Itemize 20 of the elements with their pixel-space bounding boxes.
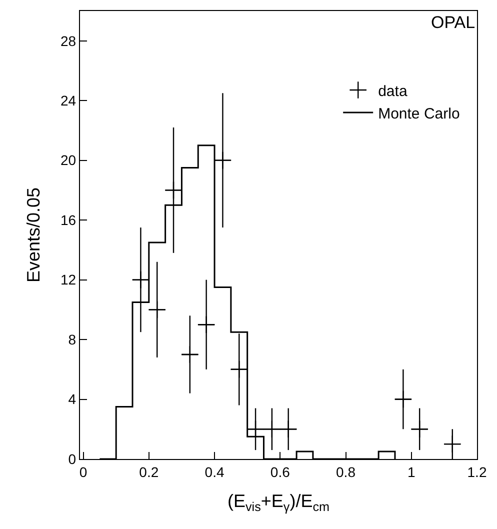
x-tick-label: 0 bbox=[79, 464, 88, 480]
y-tick-label: 0 bbox=[68, 450, 76, 467]
y-tick-label: 24 bbox=[60, 92, 76, 108]
y-tick-label: 8 bbox=[68, 331, 76, 348]
x-tick-label: 1.2 bbox=[467, 464, 487, 480]
x-tick-label: 0.2 bbox=[139, 464, 159, 480]
legend-label: Monte Carlo bbox=[378, 105, 460, 122]
legend-label: data bbox=[378, 82, 408, 100]
y-tick-label: 20 bbox=[60, 152, 76, 168]
y-tick-label: 28 bbox=[60, 32, 76, 49]
y-tick-label: 4 bbox=[68, 391, 76, 408]
y-axis-title: Events/0.05 bbox=[24, 187, 44, 283]
y-tick-label: 16 bbox=[60, 212, 76, 228]
x-tick-label: 0.6 bbox=[270, 464, 290, 480]
x-tick-label: 0.8 bbox=[336, 464, 356, 480]
x-tick-label: 1 bbox=[407, 464, 416, 480]
y-tick-label: 12 bbox=[60, 272, 76, 288]
annotation: OPAL bbox=[431, 13, 476, 32]
x-axis-title: (E$_{vis}$+E$_{γ}$)/E$_{cm}$ bbox=[227, 491, 330, 514]
x-tick-label: 0.4 bbox=[204, 464, 224, 480]
